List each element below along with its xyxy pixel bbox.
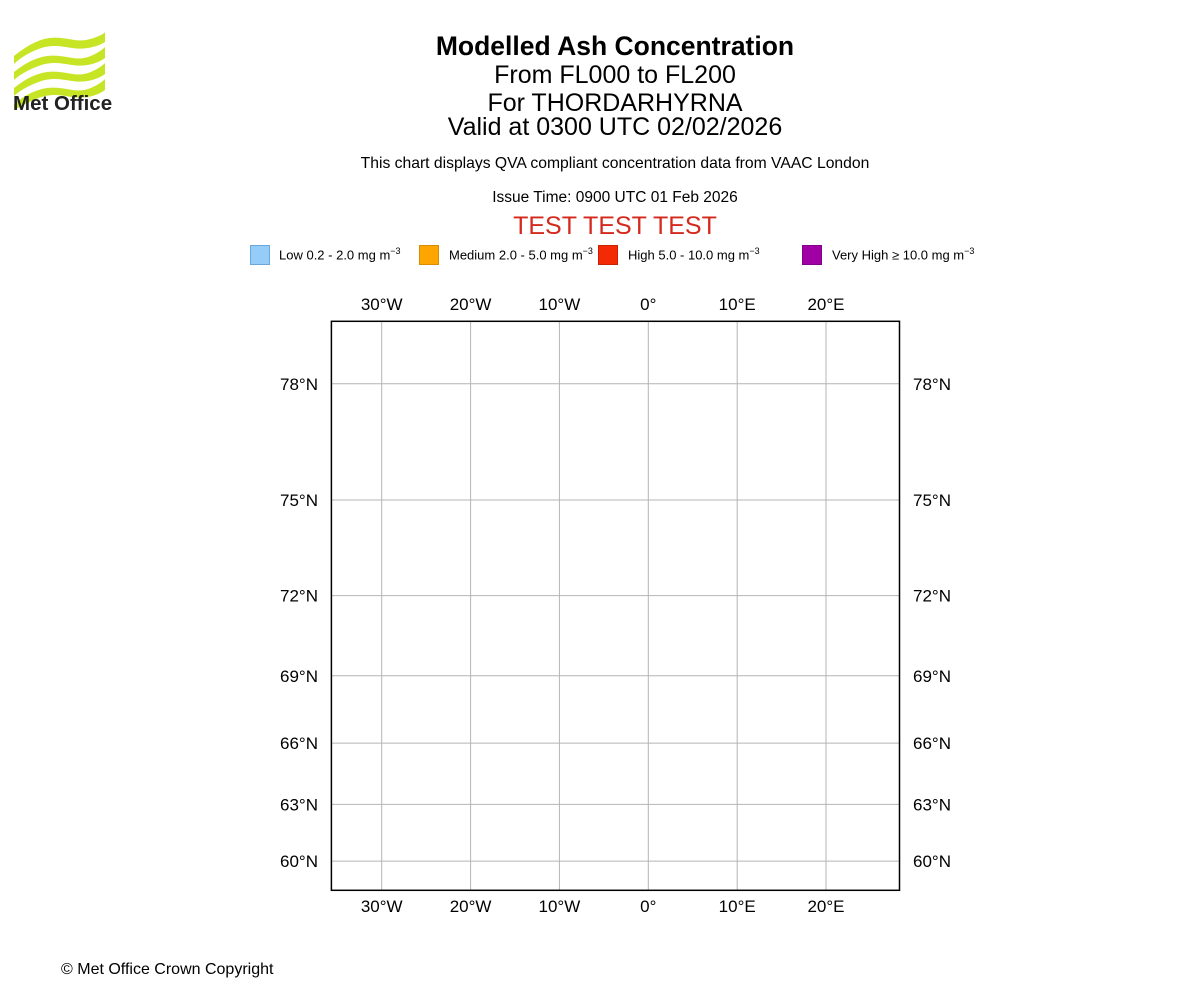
svg-text:63°N: 63°N: [913, 795, 951, 814]
svg-text:10°E: 10°E: [719, 295, 756, 314]
svg-text:66°N: 66°N: [280, 734, 318, 753]
svg-text:30°W: 30°W: [361, 897, 403, 916]
svg-text:10°E: 10°E: [719, 897, 756, 916]
svg-text:66°N: 66°N: [913, 734, 951, 753]
svg-text:75°N: 75°N: [280, 491, 318, 510]
svg-text:63°N: 63°N: [280, 795, 318, 814]
svg-text:Met Office: Met Office: [14, 92, 112, 110]
svg-text:72°N: 72°N: [280, 587, 318, 606]
svg-text:20°E: 20°E: [807, 897, 844, 916]
svg-text:10°W: 10°W: [539, 295, 581, 314]
svg-text:78°N: 78°N: [913, 375, 951, 394]
svg-text:10°W: 10°W: [539, 897, 581, 916]
svg-text:60°N: 60°N: [280, 852, 318, 871]
svg-text:20°W: 20°W: [450, 897, 492, 916]
svg-text:0°: 0°: [640, 897, 656, 916]
svg-text:69°N: 69°N: [913, 667, 951, 686]
svg-text:0°: 0°: [640, 295, 656, 314]
svg-text:20°E: 20°E: [807, 295, 844, 314]
svg-text:75°N: 75°N: [913, 491, 951, 510]
svg-text:20°W: 20°W: [450, 295, 492, 314]
svg-text:60°N: 60°N: [913, 852, 951, 871]
svg-text:69°N: 69°N: [280, 667, 318, 686]
svg-text:78°N: 78°N: [280, 375, 318, 394]
svg-text:72°N: 72°N: [913, 587, 951, 606]
svg-text:30°W: 30°W: [361, 295, 403, 314]
